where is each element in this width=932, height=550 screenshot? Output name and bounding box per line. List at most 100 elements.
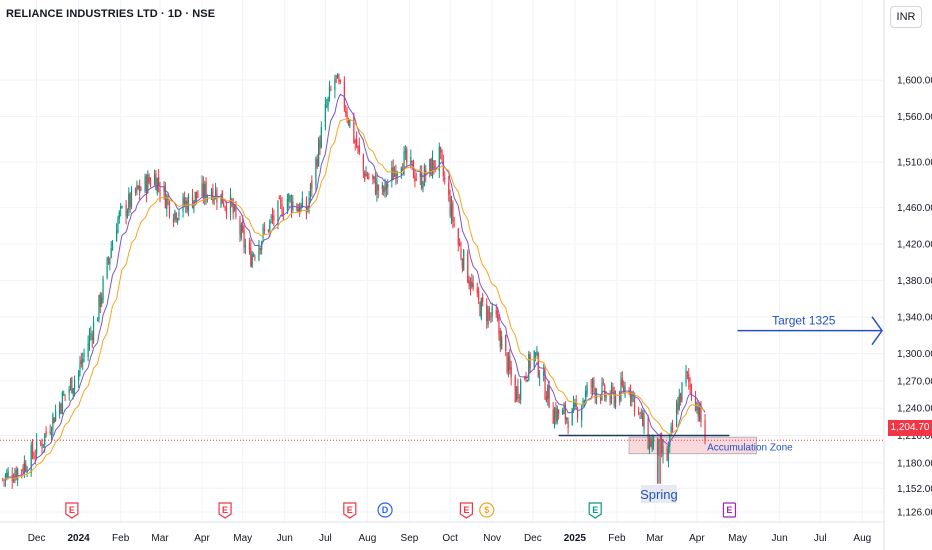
candle-body [318,139,320,166]
event-marker-shape [218,502,232,519]
candle-body [282,213,284,215]
candle-body [251,253,253,267]
y-tick-label: 1,240.00 [897,404,932,415]
candle-body [609,394,611,403]
candle-body [83,353,85,356]
x-tick-label: Aug [359,533,377,544]
candle-body [374,178,377,195]
candle-body [354,140,356,143]
candle-body [556,408,558,423]
candle-body [330,89,332,91]
candle-body [269,220,271,231]
candle-body [53,417,55,424]
candle-body [92,321,95,343]
candle-body [543,371,545,376]
candle-body [686,371,689,373]
candle-body [23,461,26,473]
candle-body [98,295,100,320]
candle-body [204,183,206,199]
earnings-icon[interactable]: E [588,502,602,519]
candle-body [175,213,177,221]
candle-body [147,174,149,194]
candle-body [174,210,176,220]
event-marker-letter: E [726,505,732,515]
candle-body [434,166,436,168]
candle-body [82,359,84,363]
currency-button[interactable]: INR [890,6,922,28]
candle-body [704,420,706,441]
candle-body [278,197,280,199]
candle-body [345,111,347,113]
event-marker-shape [459,502,474,519]
candle-body [128,193,130,211]
earnings-icon[interactable]: E [722,502,737,518]
candle-body [643,416,645,430]
y-tick-label: 1,210.00 [897,431,932,442]
time-axis[interactable]: Dec 2024 Feb Mar Apr May Jun Jul Aug Sep Oct Nov Dec… [0,521,884,544]
y-tick-label: 1,600.00 [897,76,932,87]
candle-body [396,172,398,177]
price-axis[interactable]: 1,126.00 1,152.00 1,180.00 1,210.00 1,240.00… [883,0,932,550]
candle-body [172,217,175,223]
candle-body [258,245,260,260]
candle-body [601,383,603,400]
candle-body [594,388,596,399]
candle-body [40,442,42,444]
dividend-icon[interactable]: D [377,502,393,518]
candle-body [4,475,7,481]
candle-body [620,380,622,401]
candle-body [102,278,104,300]
x-tick-label: Mar [151,533,169,544]
candle-body [64,394,66,396]
earnings-icon[interactable]: E [65,502,79,519]
candle-body [448,182,450,196]
x-tick-label: Jul [319,533,332,544]
candle-body [491,306,493,316]
candle-body [471,281,473,287]
candle-body [574,402,576,408]
candle-body [244,245,247,249]
candle-body [595,392,598,398]
candle-body [250,247,252,267]
event-marker-letter: D [382,505,389,515]
candle-body [158,176,160,186]
candle-body [658,439,660,457]
candle-body [614,394,617,407]
candle-body [79,363,81,372]
candle-body [586,384,588,394]
candle-body [688,374,690,382]
candle-body [450,203,453,218]
candle-body [12,481,15,483]
candle-body [259,248,261,250]
candle-body [248,243,251,250]
candle-body [107,259,110,261]
candle-body [319,140,321,150]
candle-body [307,206,309,212]
candle-body [453,224,455,226]
candle-body [115,230,118,242]
candle-body [555,407,557,421]
candle-body [239,218,241,235]
candle-body [648,438,651,451]
candle-body [353,116,355,143]
split-icon[interactable]: $ [479,502,495,518]
earnings-icon[interactable]: E [218,502,232,519]
candle-body [700,403,702,423]
candle-body [364,171,366,180]
candle-body [602,382,604,384]
candle-body [299,205,301,214]
candle-body [232,202,234,214]
candle-body [566,417,568,421]
candle-body [381,185,383,189]
candle-body [422,185,424,188]
earnings-icon[interactable]: E [459,502,474,519]
candle-body [582,400,584,406]
earnings-icon[interactable]: E [343,502,357,519]
candle-body [17,468,19,480]
candle-body [501,336,503,350]
candle-body [526,379,529,382]
candle-body [632,395,634,397]
candle-body [468,280,470,286]
candle-body [355,139,358,148]
